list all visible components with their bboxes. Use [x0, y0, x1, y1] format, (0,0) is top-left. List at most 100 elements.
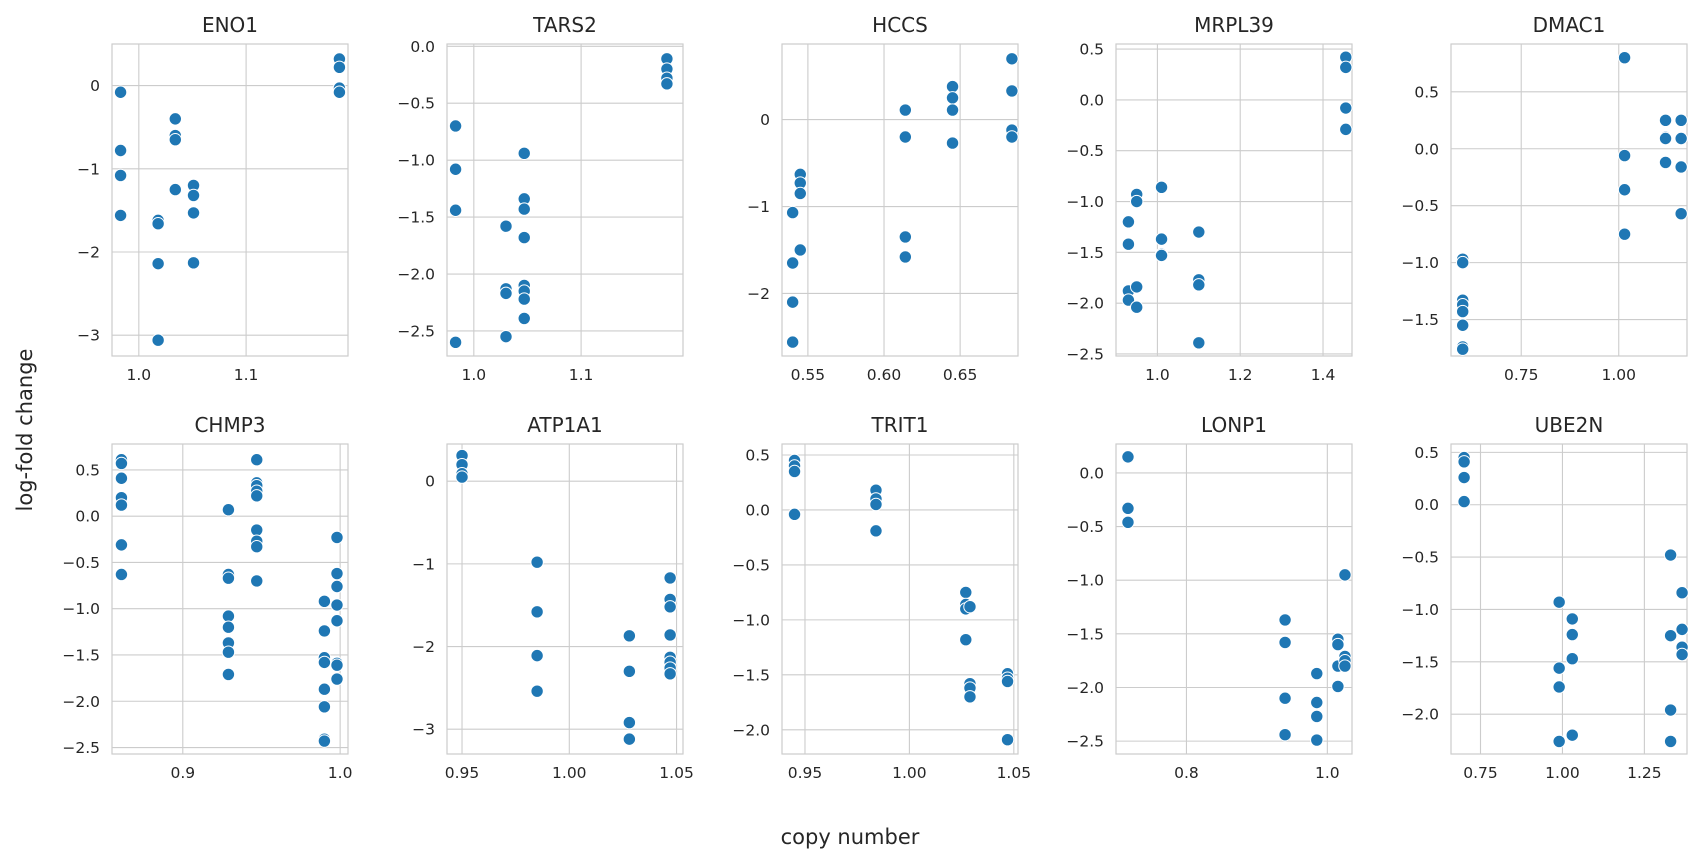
data-point: [898, 230, 913, 244]
data-point: [1565, 728, 1579, 742]
data-point: [663, 628, 677, 642]
data-point: [1278, 635, 1292, 650]
data-point: [330, 672, 344, 686]
y-tick-label: −1: [412, 555, 435, 573]
data-point: [186, 256, 201, 270]
plot-frame: [1450, 443, 1688, 755]
data-point: [448, 119, 463, 133]
data-point: [1456, 342, 1470, 356]
y-tick-label: 0.5: [1414, 83, 1439, 101]
y-tick-label: −2.0: [1066, 295, 1104, 313]
data-point: [898, 250, 913, 264]
x-tick-label: 1.0: [328, 764, 353, 782]
data-point: [455, 470, 469, 484]
x-tick-label: 1.2: [1228, 366, 1253, 384]
data-point: [330, 658, 344, 672]
data-point: [1005, 84, 1019, 98]
data-point: [113, 143, 128, 158]
y-tick-label: −1.5: [1401, 311, 1439, 329]
y-tick-label: −3: [412, 721, 435, 739]
y-tick-label: 0: [90, 77, 100, 95]
x-tick-label: 1.25: [1627, 764, 1662, 782]
data-point: [1457, 455, 1471, 469]
x-tick-label: 0.95: [445, 764, 480, 782]
x-tick-label: 1.00: [892, 764, 927, 782]
panel-title: TARS2: [532, 13, 597, 37]
y-tick-label: −2.0: [1401, 706, 1439, 724]
data-point: [660, 77, 674, 91]
data-point: [250, 489, 264, 503]
y-tick-label: −1.0: [397, 152, 435, 170]
data-point: [785, 256, 800, 270]
data-point: [1617, 50, 1632, 65]
data-point: [1674, 160, 1688, 174]
data-point: [1552, 734, 1566, 749]
data-point: [1000, 733, 1015, 747]
data-point: [793, 186, 807, 201]
panel-title: MRPL39: [1194, 13, 1274, 37]
data-point: [1130, 300, 1144, 314]
data-point: [1457, 494, 1471, 509]
data-point: [1154, 232, 1169, 246]
data-point: [1121, 515, 1135, 530]
data-point: [1663, 548, 1678, 562]
data-point: [1675, 586, 1689, 600]
data-point: [787, 464, 802, 479]
data-point: [113, 168, 128, 183]
data-point: [250, 540, 264, 554]
y-tick-label: −0.5: [732, 556, 770, 574]
data-point: [1663, 734, 1678, 749]
data-point: [1192, 278, 1206, 292]
panel-lonp1: LONP1 0.8 1.0 −2.5 −2.0 −1.5 −1.0 −0.5 0.0: [1066, 413, 1353, 782]
panel-title: TRIT1: [871, 413, 929, 437]
data-point: [1457, 470, 1471, 485]
y-tick-label: 0.0: [410, 38, 435, 56]
panel-eno1: ENO1 1.0 1.1 −3 −2 −1 0: [77, 13, 349, 384]
data-point: [330, 579, 344, 594]
x-tick-label: 1.0: [126, 366, 151, 384]
data-point: [186, 206, 201, 220]
data-point: [663, 667, 677, 681]
data-point: [317, 700, 332, 714]
panel-hccs: HCCS 0.55 0.60 0.65 −2 −1 0: [747, 13, 1019, 384]
data-point: [1565, 612, 1579, 626]
data-point: [1005, 130, 1019, 144]
x-tick-label: 0.8: [1174, 764, 1199, 782]
panel-title: CHMP3: [194, 413, 265, 437]
panel-trit1: TRIT1 0.95 1.00 1.05 −2.0 −1.5 −1.0 −0.5 0.0 0.5: [732, 413, 1031, 782]
y-tick-label: −1: [77, 160, 100, 178]
data-point: [663, 600, 677, 614]
data-point: [1674, 131, 1688, 146]
data-point: [1552, 680, 1566, 694]
y-tick-label: 0.5: [1079, 41, 1104, 59]
y-tick-label: −1.5: [1401, 653, 1439, 671]
data-point: [945, 91, 960, 105]
data-point: [250, 574, 264, 588]
data-point: [1000, 674, 1015, 689]
data-point: [1565, 627, 1579, 642]
x-tick-label: 0.60: [867, 366, 902, 384]
data-point: [1456, 304, 1470, 319]
data-point: [898, 103, 913, 117]
y-tick-label: −2.0: [62, 693, 100, 711]
y-tick-label: −1.5: [62, 646, 100, 664]
x-tick-label: 1.00: [552, 764, 587, 782]
data-point: [517, 292, 531, 306]
y-tick-label: −2: [77, 244, 100, 262]
data-point: [250, 453, 264, 467]
data-point: [1456, 318, 1470, 332]
x-tick-label: 1.05: [997, 764, 1032, 782]
x-tick-label: 1.0: [1145, 366, 1170, 384]
data-point: [1339, 60, 1353, 75]
x-tick-label: 0.55: [791, 366, 826, 384]
panel-title: LONP1: [1201, 413, 1267, 437]
data-point: [785, 335, 800, 349]
data-point: [793, 243, 807, 257]
data-point: [517, 146, 531, 161]
data-point: [663, 571, 677, 585]
data-point: [330, 530, 344, 545]
plot-frame: [1450, 43, 1688, 357]
data-point: [151, 217, 165, 231]
data-point: [499, 219, 513, 233]
